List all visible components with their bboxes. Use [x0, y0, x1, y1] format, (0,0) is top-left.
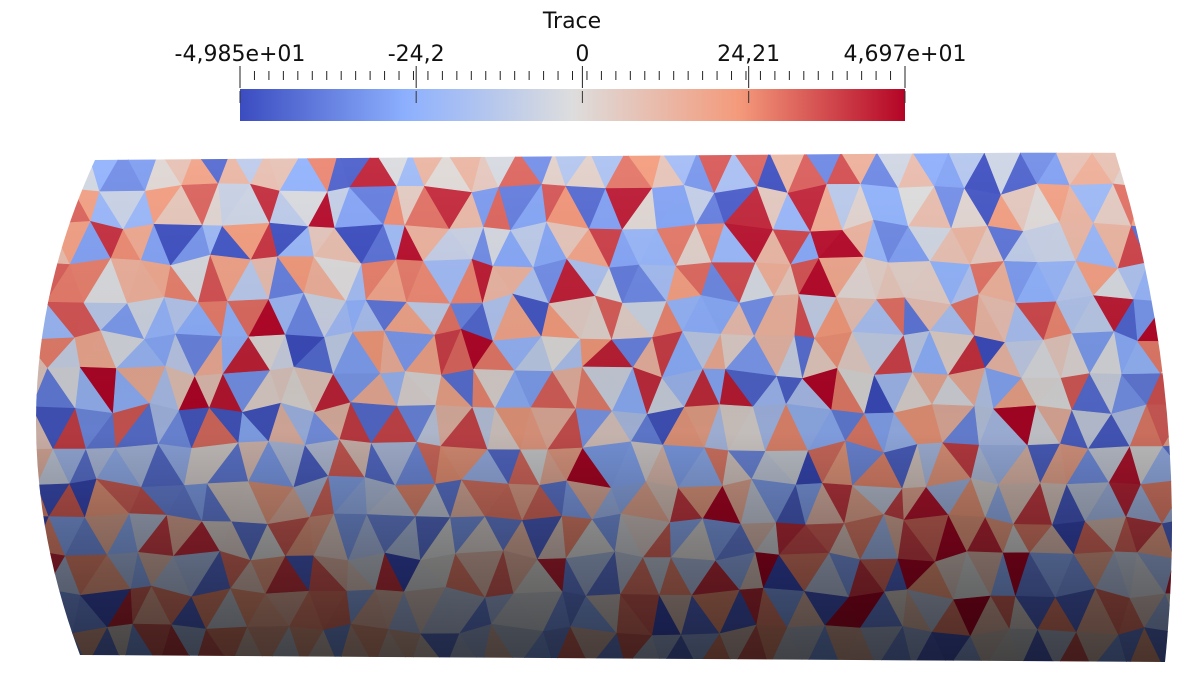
tick-label: -4,985e+01	[175, 42, 306, 67]
mesh-cell	[35, 184, 37, 225]
mesh-cell	[1147, 260, 1173, 303]
mesh-cell	[1181, 334, 1188, 373]
mesh-cell	[51, 152, 89, 190]
mesh-cell	[35, 152, 74, 194]
mesh-cell	[1131, 186, 1162, 230]
mesh-cell	[0, 224, 7, 261]
legend-title: Trace	[542, 9, 601, 34]
mesh-cell	[0, 632, 16, 666]
mesh-cell	[35, 188, 74, 225]
color-ramp	[240, 89, 905, 121]
mesh-cell	[35, 223, 43, 264]
mesh-cell	[35, 588, 47, 633]
mesh-cell	[1141, 186, 1173, 230]
mesh-cell	[1163, 152, 1173, 188]
mesh-cell	[1141, 152, 1173, 188]
mesh-cell	[6, 366, 32, 408]
mesh-cell	[1175, 559, 1188, 592]
mesh-cell	[1181, 296, 1188, 342]
mesh-cell	[1175, 518, 1188, 561]
mesh-cell	[0, 594, 27, 631]
mesh-cell	[0, 588, 8, 631]
mesh-cell	[35, 476, 38, 517]
mesh-cell	[35, 152, 53, 194]
mesh-cell	[0, 261, 14, 296]
mesh-cell	[0, 184, 7, 226]
mesh-cell	[1160, 185, 1173, 230]
mesh-cell	[6, 407, 32, 450]
mesh-cell	[35, 630, 53, 662]
mesh-cell	[0, 440, 13, 477]
mesh-cell	[35, 550, 47, 595]
tick-label: -24,2	[388, 42, 445, 67]
mesh-cell	[1160, 341, 1173, 375]
mesh-cell	[0, 407, 13, 450]
mesh-cell	[3, 333, 26, 366]
mesh-cell	[1166, 260, 1173, 303]
mesh-cell	[1127, 152, 1165, 188]
tick-label: 4,697e+01	[844, 42, 967, 67]
mesh-cell	[0, 292, 14, 333]
cylinder-shading	[35, 152, 1173, 662]
mesh-cell	[1163, 632, 1173, 662]
mesh-cell	[1181, 153, 1188, 190]
mesh-cell	[35, 449, 38, 486]
mesh-cell	[35, 262, 47, 303]
mesh-cell	[35, 631, 74, 662]
mesh-cell	[35, 152, 37, 194]
mesh-cell	[1180, 633, 1188, 668]
mesh-cell	[0, 366, 19, 408]
tick-label: 24,21	[717, 42, 780, 67]
mesh-cell	[0, 557, 8, 595]
color-legend: Trace -4,985e+01 -24,2 0 24,21 4,697e+01	[175, 9, 967, 121]
mesh-cell	[0, 551, 35, 595]
mesh-cell	[0, 476, 21, 521]
tick-label: 0	[575, 42, 589, 67]
mesh-cell	[35, 295, 47, 341]
mesh-cell	[1180, 592, 1188, 634]
mesh-cell	[3, 296, 26, 340]
mesh-cell	[0, 150, 16, 184]
mesh-cell	[0, 631, 27, 665]
mesh-cell	[1166, 295, 1173, 343]
mesh-cell	[1147, 228, 1173, 263]
mesh-cell	[35, 260, 43, 297]
mesh-cell	[1181, 187, 1188, 226]
mesh-cell	[35, 192, 52, 225]
mesh-cell	[1160, 225, 1173, 262]
mesh-cell	[0, 333, 19, 372]
mesh-cell	[0, 516, 35, 557]
mesh-cell	[35, 223, 52, 264]
mesh-cell	[0, 516, 21, 557]
